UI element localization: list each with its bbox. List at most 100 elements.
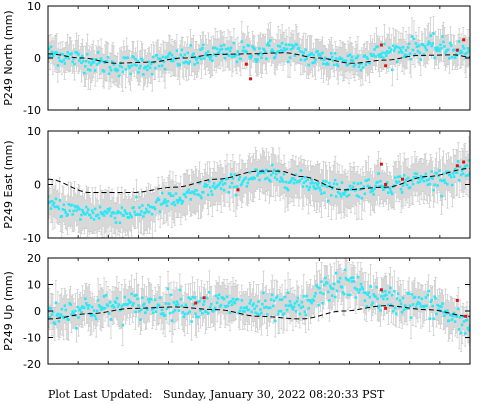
data-point bbox=[453, 56, 457, 59]
data-point bbox=[234, 193, 238, 197]
data-point bbox=[76, 305, 79, 309]
data-point bbox=[176, 62, 180, 66]
data-point bbox=[175, 49, 179, 53]
data-point bbox=[428, 182, 431, 186]
data-point bbox=[416, 49, 420, 53]
data-point bbox=[459, 49, 463, 53]
data-point bbox=[210, 193, 214, 196]
data-point bbox=[146, 210, 149, 213]
data-point bbox=[351, 59, 355, 63]
data-point bbox=[373, 187, 376, 191]
data-point bbox=[365, 179, 369, 182]
data-point bbox=[154, 310, 158, 313]
data-point bbox=[206, 54, 209, 57]
data-point bbox=[120, 65, 124, 69]
data-point bbox=[129, 300, 132, 304]
data-point bbox=[54, 197, 58, 201]
data-point bbox=[271, 49, 275, 53]
data-point bbox=[393, 46, 397, 50]
data-point bbox=[358, 188, 362, 191]
panel-2: -10 0 10 P249 East (mm) bbox=[2, 125, 471, 245]
data-point bbox=[166, 199, 170, 203]
data-point bbox=[181, 200, 185, 203]
data-point bbox=[450, 183, 454, 187]
data-point bbox=[379, 179, 382, 183]
data-point bbox=[418, 180, 422, 184]
data-point bbox=[207, 193, 210, 197]
data-point bbox=[63, 304, 67, 307]
data-point bbox=[281, 180, 285, 183]
data-point bbox=[171, 194, 175, 198]
data-point bbox=[247, 44, 250, 48]
data-point bbox=[256, 58, 259, 61]
data-point bbox=[68, 209, 71, 213]
outlier-point bbox=[236, 188, 240, 192]
data-point bbox=[380, 55, 383, 58]
data-point bbox=[456, 160, 460, 163]
data-point bbox=[70, 52, 73, 55]
data-point bbox=[233, 173, 237, 176]
data-point bbox=[235, 185, 239, 188]
data-point bbox=[241, 180, 245, 183]
data-point bbox=[409, 57, 413, 61]
data-point bbox=[124, 68, 128, 71]
data-point bbox=[378, 55, 381, 58]
data-point bbox=[77, 316, 80, 319]
data-point bbox=[119, 211, 123, 215]
data-point bbox=[174, 192, 178, 195]
data-point bbox=[84, 297, 87, 301]
data-point bbox=[306, 54, 309, 57]
data-point bbox=[253, 48, 256, 51]
data-point bbox=[377, 172, 380, 175]
data-point bbox=[112, 211, 116, 215]
data-point bbox=[212, 53, 216, 56]
data-point bbox=[59, 313, 63, 316]
data-point bbox=[90, 209, 94, 212]
data-point bbox=[404, 178, 408, 182]
data-point bbox=[104, 293, 108, 297]
data-point bbox=[362, 185, 366, 189]
data-point bbox=[374, 55, 377, 58]
data-point bbox=[432, 188, 435, 192]
data-point bbox=[107, 72, 111, 76]
data-point bbox=[390, 192, 394, 196]
data-point bbox=[381, 185, 384, 189]
data-point bbox=[108, 207, 112, 210]
data-point bbox=[153, 66, 157, 70]
data-point bbox=[266, 176, 269, 180]
data-point bbox=[173, 309, 177, 312]
data-point bbox=[118, 64, 122, 68]
data-point bbox=[277, 170, 281, 174]
data-point bbox=[130, 64, 133, 68]
data-point bbox=[102, 214, 106, 217]
data-point bbox=[329, 184, 332, 188]
data-point bbox=[230, 181, 234, 185]
data-point bbox=[449, 173, 452, 176]
data-point bbox=[189, 44, 192, 47]
data-point bbox=[145, 65, 148, 69]
data-point bbox=[231, 177, 235, 180]
data-point bbox=[97, 216, 101, 220]
data-point bbox=[113, 216, 117, 220]
data-point bbox=[387, 191, 390, 194]
data-point bbox=[282, 47, 286, 50]
data-point bbox=[403, 53, 407, 56]
data-point bbox=[406, 46, 410, 49]
data-point bbox=[359, 181, 363, 185]
data-point bbox=[179, 198, 183, 202]
data-point bbox=[151, 55, 155, 59]
data-point bbox=[369, 190, 372, 194]
data-point bbox=[248, 55, 251, 59]
data-point bbox=[170, 53, 174, 57]
data-point bbox=[417, 44, 421, 48]
data-point bbox=[117, 74, 121, 78]
data-point bbox=[79, 307, 82, 310]
data-point bbox=[285, 187, 289, 190]
data-point bbox=[345, 194, 349, 198]
data-point bbox=[83, 71, 86, 75]
data-point bbox=[221, 183, 225, 186]
data-point bbox=[72, 209, 75, 213]
data-point bbox=[244, 49, 248, 53]
data-point bbox=[99, 211, 103, 214]
data-point bbox=[181, 311, 185, 314]
